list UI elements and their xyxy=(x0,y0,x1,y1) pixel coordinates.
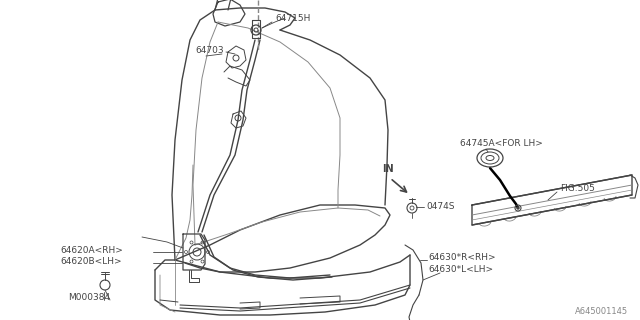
Text: 64745A<FOR LH>: 64745A<FOR LH> xyxy=(460,139,543,148)
Text: 64715H: 64715H xyxy=(275,13,310,22)
Text: 64703: 64703 xyxy=(195,45,223,54)
Text: A645001145: A645001145 xyxy=(575,307,628,316)
Text: 64620B<LH>: 64620B<LH> xyxy=(60,258,122,267)
Text: M000384: M000384 xyxy=(68,293,110,302)
Text: IN: IN xyxy=(382,164,394,174)
Text: 64620A<RH>: 64620A<RH> xyxy=(60,245,123,254)
Text: 64630*R<RH>: 64630*R<RH> xyxy=(428,253,495,262)
Circle shape xyxy=(517,207,519,209)
Text: FIG.505: FIG.505 xyxy=(560,183,595,193)
Text: 0474S: 0474S xyxy=(426,202,454,211)
Text: 64630*L<LH>: 64630*L<LH> xyxy=(428,266,493,275)
